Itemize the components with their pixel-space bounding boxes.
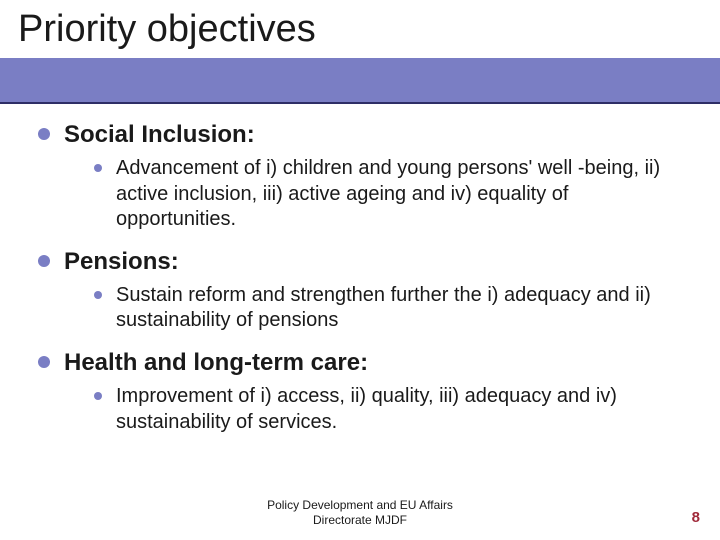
- bullet-icon: [94, 291, 102, 299]
- list-subitem-text: Sustain reform and strengthen further th…: [116, 283, 682, 334]
- slide-title: Priority objectives: [18, 8, 316, 51]
- list-item: Health and long-term care:: [38, 348, 682, 378]
- list-item: Pensions:: [38, 247, 682, 277]
- bullet-icon: [38, 356, 50, 368]
- accent-band-underline: [0, 102, 720, 104]
- list-subitem-text: Advancement of i) children and young per…: [116, 156, 682, 233]
- bullet-icon: [38, 128, 50, 140]
- bullet-icon: [94, 164, 102, 172]
- slide: Priority objectives Social Inclusion: Ad…: [0, 0, 720, 540]
- page-number: 8: [692, 509, 700, 526]
- footer-line-1: Policy Development and EU Affairs: [0, 498, 720, 513]
- list-item-label: Health and long-term care:: [64, 348, 368, 378]
- bullet-icon: [38, 255, 50, 267]
- bullet-icon: [94, 392, 102, 400]
- slide-footer: Policy Development and EU Affairs Direct…: [0, 498, 720, 528]
- list-subitem: Advancement of i) children and young per…: [94, 156, 682, 233]
- list-item-label: Social Inclusion:: [64, 120, 255, 150]
- list-subitem: Improvement of i) access, ii) quality, i…: [94, 384, 682, 435]
- list-subitem-text: Improvement of i) access, ii) quality, i…: [116, 384, 682, 435]
- list-item: Social Inclusion:: [38, 120, 682, 150]
- list-subitem: Sustain reform and strengthen further th…: [94, 283, 682, 334]
- list-item-label: Pensions:: [64, 247, 179, 277]
- slide-body: Social Inclusion: Advancement of i) chil…: [38, 120, 682, 470]
- footer-line-2: Directorate MJDF: [0, 513, 720, 528]
- accent-band: [0, 58, 720, 102]
